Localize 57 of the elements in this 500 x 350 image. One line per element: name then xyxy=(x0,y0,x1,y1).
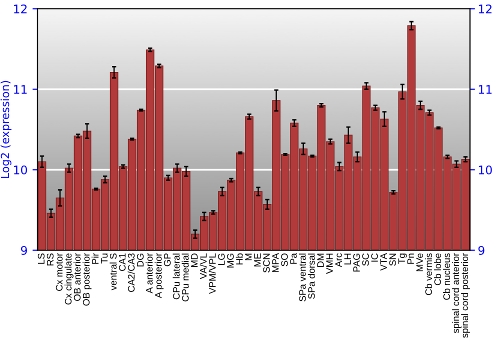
y-tick-label: 9 xyxy=(21,246,27,255)
x-tick-label: CPu lateral xyxy=(172,254,180,300)
x-tick-label: LG xyxy=(218,254,225,265)
x-tick-label: VPM/VPL xyxy=(208,253,216,294)
x-tick-label: DG xyxy=(136,254,144,266)
x-tick-label: Arc xyxy=(335,253,342,268)
x-tick-label: OB posterior xyxy=(82,253,92,306)
x-tick-label: SPa dorsal xyxy=(308,254,315,299)
x-tick-label: Cb nucleus xyxy=(443,253,450,300)
y2-tick-label: 10 xyxy=(478,165,492,174)
x-tick-label: Cb lobe xyxy=(434,253,441,286)
x-tick-label: Tg xyxy=(398,254,407,264)
y-tick-label: 12 xyxy=(14,4,27,14)
x-tick-label: Cx motor xyxy=(56,253,63,291)
x-tick-label: Tu xyxy=(101,254,108,264)
y-tick-label: 11 xyxy=(14,85,27,94)
x-tick-label: M xyxy=(245,254,252,260)
x-tick-label: Pa xyxy=(290,253,297,264)
x-tick-label: SCN xyxy=(263,254,270,273)
x-tick-label: Cx cingulate xyxy=(64,253,74,305)
x-tick-label: VTA xyxy=(380,253,387,271)
x-tick-label: CPu medial xyxy=(182,254,189,302)
y-axis-title: Log2 (expression) xyxy=(0,80,12,178)
x-tick-label: spinal cord anterior xyxy=(452,253,461,334)
x-tick-label: MVe xyxy=(416,253,423,272)
x-tick-label: Hb xyxy=(236,253,243,264)
x-tick-label: MPA xyxy=(272,253,279,272)
x-tick-label: VMH xyxy=(326,254,333,274)
x-tick-label: ventral S xyxy=(110,253,117,290)
x-tick-label: Cb vermis xyxy=(425,253,432,296)
x-tick-label: A anterior xyxy=(146,253,153,294)
y2-tick-label: 9 xyxy=(478,246,484,255)
x-tick-label: OB anterior xyxy=(74,253,81,301)
x-tick-label: LH xyxy=(344,254,351,264)
x-tick-label: RS xyxy=(46,253,54,266)
x-tick-label: MD xyxy=(191,253,198,267)
x-tick-label: VA/VL xyxy=(200,253,207,280)
x-tick-label: LS xyxy=(38,253,45,264)
x-tick-label: Pir xyxy=(92,253,99,264)
x-tick-label: PAG xyxy=(353,254,360,272)
y2-tick-label: 12 xyxy=(478,4,492,14)
y-tick-label: 10 xyxy=(14,165,27,174)
x-tick-label: DM xyxy=(317,254,324,267)
x-tick-label: ME xyxy=(254,253,261,266)
x-tick-label: IC xyxy=(371,253,378,262)
x-tick-label: CA1 xyxy=(118,253,126,271)
y2-tick-label: 11 xyxy=(478,85,492,94)
x-tick-label: spinal cord posterior xyxy=(461,253,470,338)
x-tick-label: SC xyxy=(362,253,369,266)
x-tick-label: Pn xyxy=(407,254,414,264)
x-tick-label: A posterior xyxy=(154,253,164,298)
x-tick-label: SO xyxy=(281,253,288,266)
x-tick-label: GP xyxy=(164,254,171,266)
x-tick-label: SPa ventral xyxy=(298,254,306,302)
x-tick-label: SN xyxy=(389,254,396,266)
x-tick-label: CA2/CA3 xyxy=(128,253,135,292)
x-tick-label: MG xyxy=(227,254,234,268)
